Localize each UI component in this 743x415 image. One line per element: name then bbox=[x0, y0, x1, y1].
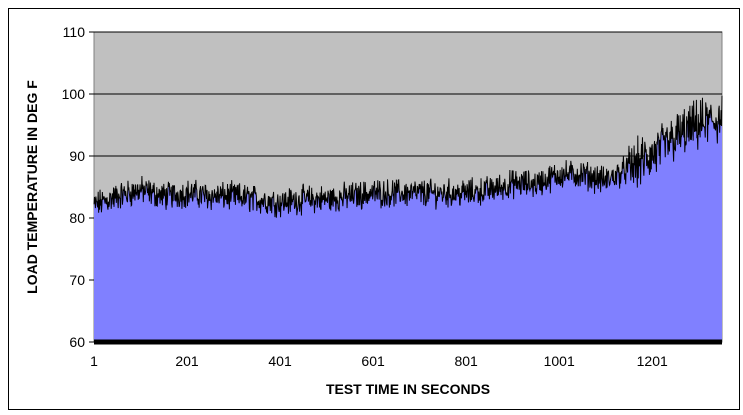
series-line bbox=[93, 95, 723, 218]
y-tick-label: 80 bbox=[69, 210, 85, 226]
x-tick-labels: 1 201 401 601 801 1001 1201 bbox=[90, 353, 668, 369]
x-axis-title: TEST TIME IN SECONDS bbox=[326, 381, 490, 397]
x-tick-label: 1 bbox=[90, 353, 98, 369]
x-tick-label: 801 bbox=[454, 353, 478, 369]
y-tick-label: 90 bbox=[69, 148, 85, 164]
y-axis-title: LOAD TEMPERATURE IN DEG F bbox=[24, 80, 40, 294]
chart-frame: 60 70 80 90 100 110 1 201 401 601 801 1001 1201 TES… bbox=[8, 8, 740, 410]
y-tick-label: 60 bbox=[69, 334, 85, 350]
x-tick-label: 401 bbox=[268, 353, 292, 369]
y-tick-label: 100 bbox=[62, 86, 86, 102]
x-tick-label: 1201 bbox=[637, 353, 668, 369]
y-tick-labels: 60 70 80 90 100 110 bbox=[62, 24, 94, 350]
x-tick-label: 201 bbox=[175, 353, 199, 369]
x-tick-label: 1001 bbox=[544, 353, 575, 369]
y-tick-label: 70 bbox=[69, 272, 85, 288]
series-area bbox=[94, 95, 722, 343]
y-tick-label: 110 bbox=[63, 24, 86, 40]
x-tick-label: 601 bbox=[361, 353, 385, 369]
